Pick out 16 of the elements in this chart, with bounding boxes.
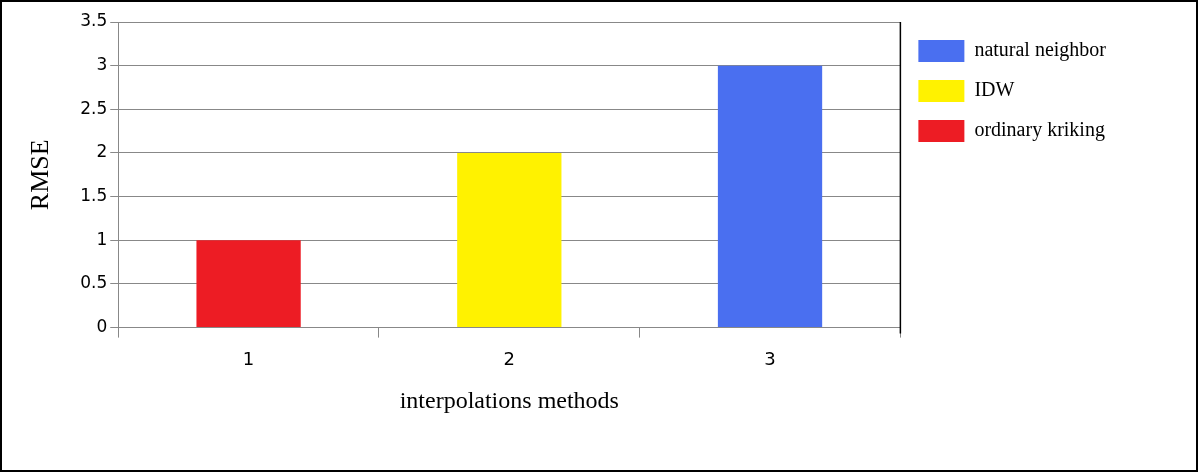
y-tick-label: 2 xyxy=(96,141,108,162)
x-tick-label: 3 xyxy=(764,348,776,370)
legend-label: natural neighbor xyxy=(974,38,1107,62)
y-tick-label: 1.5 xyxy=(80,185,108,206)
legend-label: IDW xyxy=(974,78,1015,101)
y-tick-label: 1 xyxy=(96,228,108,249)
x-tick-label: 1 xyxy=(242,348,255,370)
y-tick-label: 0.5 xyxy=(80,272,108,293)
x-tick-label: 2 xyxy=(503,348,516,370)
x-axis-title: interpolations methods xyxy=(399,386,619,413)
legend-label: ordinary kriking xyxy=(974,118,1105,142)
y-tick-label: 3.5 xyxy=(80,10,108,31)
y-axis-title: RMSE xyxy=(25,139,55,211)
y-tick-label: 2.5 xyxy=(80,97,108,118)
y-tick-label: 0 xyxy=(96,316,108,337)
y-tick-label: 3 xyxy=(96,54,108,75)
